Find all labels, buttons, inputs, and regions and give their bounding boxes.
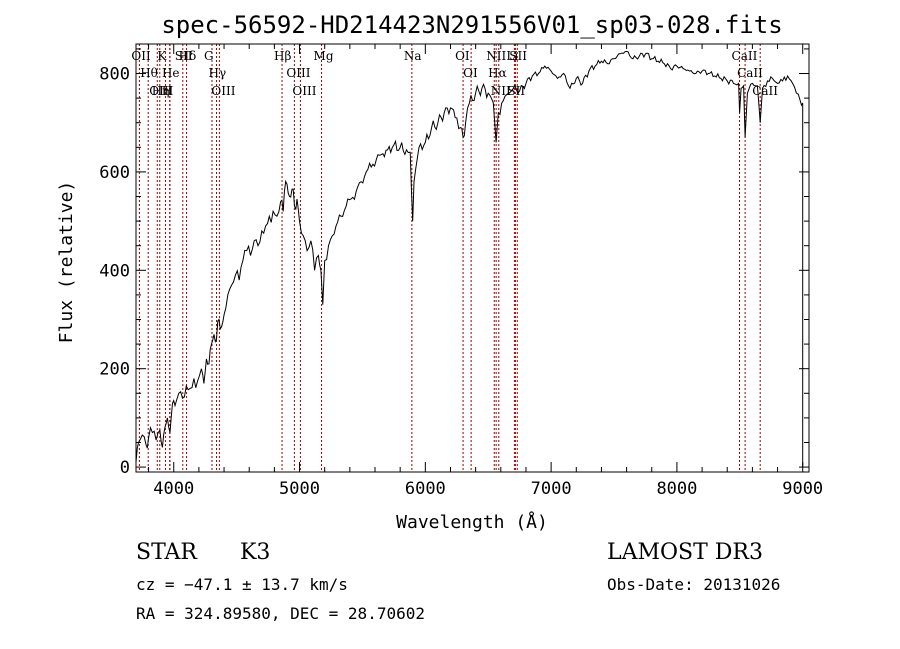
observation-date: Obs-Date: 20131026 xyxy=(607,575,780,594)
plot-frame xyxy=(135,43,810,473)
spectral-line-label: OIII xyxy=(292,84,316,98)
object-class: STAR xyxy=(136,540,198,565)
y-axis-label: Flux (relative) xyxy=(56,181,77,344)
spectral-line-label: NII xyxy=(486,49,506,63)
spectral-line-label: Hθ xyxy=(140,66,158,80)
spectral-line-label: CaII xyxy=(737,66,763,80)
redshift-cz: cz = −47.1 ± 13.7 km/s xyxy=(136,575,348,594)
spectral-line-label: CaII xyxy=(752,84,778,98)
y-tick-label: 0 xyxy=(120,458,130,478)
x-tick-label: 5000 xyxy=(279,479,320,499)
coordinates: RA = 324.89580, DEC = 28.70602 xyxy=(136,604,425,623)
spectral-line-label: SII xyxy=(175,49,193,63)
spectral-line-label: Hα xyxy=(488,66,507,80)
spectral-line-label: SII xyxy=(509,49,527,63)
spectral-line-label: OI xyxy=(455,49,470,63)
spectral-line-label: OIII xyxy=(149,84,173,98)
spectral-line-label: Hβ xyxy=(274,49,291,63)
y-axis: 0 200 400 600 800 xyxy=(99,48,809,478)
x-tick-label: 6000 xyxy=(405,479,446,499)
spectral-line-label: Hγ xyxy=(209,66,227,80)
y-tick-label: 400 xyxy=(99,261,130,281)
spectrum-line xyxy=(135,50,804,468)
y-tick-label: 800 xyxy=(99,65,130,85)
y-tick-label: 600 xyxy=(99,163,130,183)
spectral-line-label: OII xyxy=(131,49,151,63)
spectral-line-label: Hη xyxy=(152,84,170,98)
x-tick-label: 4000 xyxy=(153,479,194,499)
x-tick-label: 8000 xyxy=(656,479,697,499)
spectral-line-label: CaII xyxy=(732,49,758,63)
spectral-line-label: K xyxy=(157,49,167,63)
x-tick-label: 7000 xyxy=(531,479,572,499)
spectral-line-label: OIII xyxy=(286,66,310,80)
spectral-line-label: G xyxy=(204,49,214,63)
x-axis-label: Wavelength (Å) xyxy=(396,511,548,533)
spectral-line-label: Mg xyxy=(314,49,334,63)
object-subclass: K3 xyxy=(240,540,270,565)
x-tick-label: 9000 xyxy=(782,479,823,499)
spectral-line-label: NII xyxy=(491,84,511,98)
spectral-line-label: Na xyxy=(404,49,422,63)
spectral-line-label: He xyxy=(162,66,180,80)
spectral-line-markers xyxy=(138,44,761,472)
chart-title: spec-56592-HD214423N291556V01_sp03-028.f… xyxy=(161,11,782,39)
spectral-line-label: Hδ xyxy=(179,49,197,63)
x-axis: 4000 5000 6000 7000 8000 9000 xyxy=(148,44,823,499)
spectral-line-label: OI xyxy=(463,66,478,80)
spectral-line-label: Li xyxy=(506,49,518,63)
spectral-line-label: OIII xyxy=(211,84,235,98)
spectrum-series xyxy=(135,50,804,468)
y-tick-label: 200 xyxy=(99,360,130,380)
survey-name: LAMOST DR3 xyxy=(607,540,763,565)
spectral-line-label: H xyxy=(162,84,172,98)
